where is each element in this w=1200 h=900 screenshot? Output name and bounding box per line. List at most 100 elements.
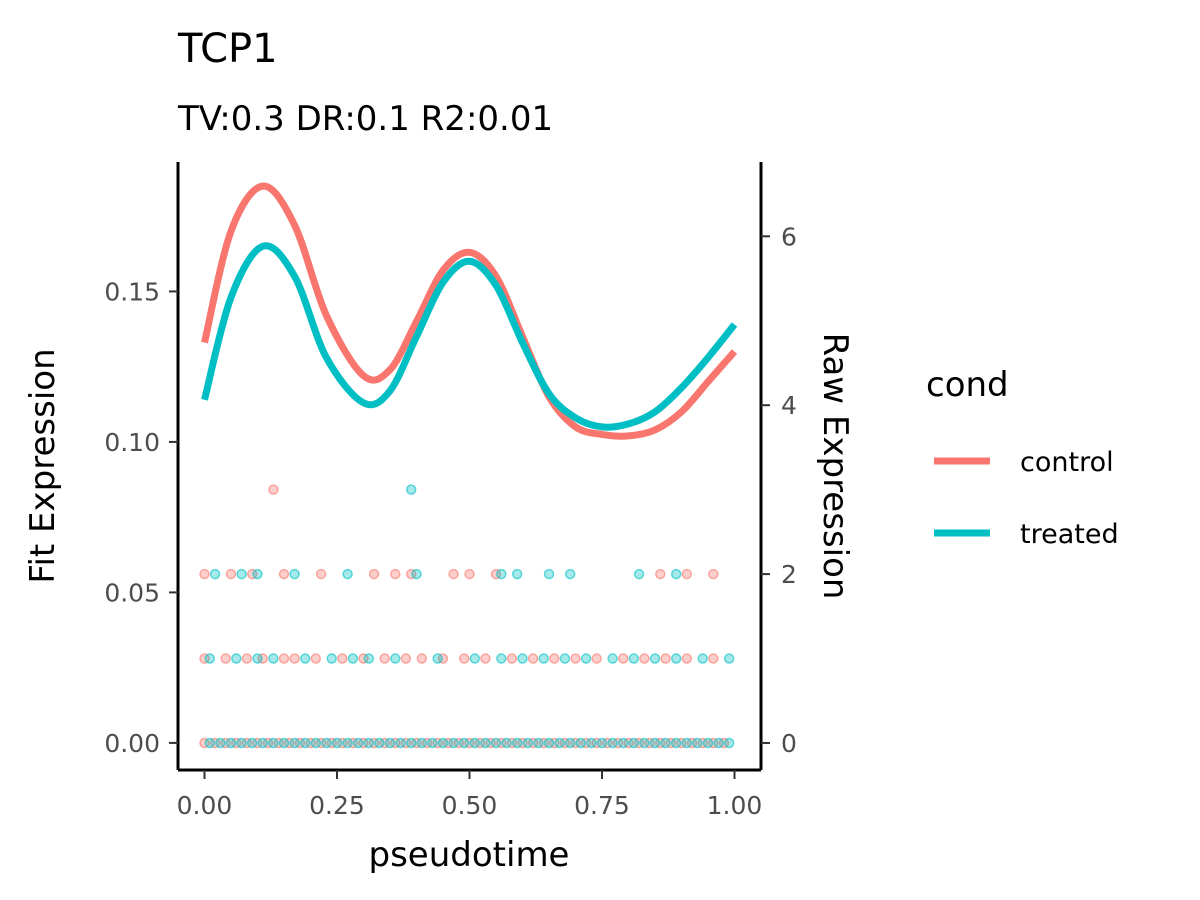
raw-point-treated xyxy=(363,653,375,664)
raw-point-control xyxy=(278,653,290,664)
raw-point-treated xyxy=(374,737,385,749)
raw-point-control xyxy=(496,737,507,749)
raw-point-treated xyxy=(496,568,507,580)
raw-point-treated xyxy=(326,653,337,664)
y-tick-label: 0.15 xyxy=(104,277,160,306)
raw-point-treated xyxy=(215,737,226,749)
raw-point-control xyxy=(623,737,634,749)
raw-point-control xyxy=(199,737,210,749)
raw-point-treated xyxy=(268,653,279,664)
raw-point-treated xyxy=(390,653,401,664)
raw-point-control xyxy=(209,737,221,749)
raw-point-treated xyxy=(586,737,597,749)
raw-points-layer xyxy=(199,484,735,749)
raw-point-treated xyxy=(702,737,714,749)
raw-point-control xyxy=(358,653,369,664)
raw-point-treated xyxy=(580,653,592,664)
raw-point-control xyxy=(289,653,300,664)
raw-point-control xyxy=(676,737,687,749)
raw-point-control xyxy=(390,737,401,749)
x-tick-label: 0.50 xyxy=(442,791,498,820)
raw-point-control xyxy=(368,568,380,580)
raw-point-treated xyxy=(384,737,396,749)
raw-point-control xyxy=(278,568,290,580)
raw-point-treated xyxy=(252,653,263,664)
raw-point-treated xyxy=(204,737,216,749)
raw-point-treated xyxy=(607,737,618,749)
raw-point-treated xyxy=(596,737,608,749)
raw-point-control xyxy=(697,737,708,749)
raw-point-control xyxy=(405,568,417,580)
raw-point-treated xyxy=(310,737,322,749)
x-tick-label: 0.75 xyxy=(574,791,630,820)
y2-tick-label: 0 xyxy=(781,729,797,758)
chart-subtitle: TV:0.3 DR:0.1 R2:0.01 xyxy=(177,99,553,139)
raw-point-control xyxy=(506,653,518,664)
raw-point-control xyxy=(199,568,210,580)
legend-label-control: control xyxy=(1020,447,1114,478)
raw-point-control xyxy=(570,737,581,749)
raw-point-treated xyxy=(670,568,682,580)
raw-point-treated xyxy=(363,737,375,749)
raw-point-treated xyxy=(448,737,459,749)
raw-point-control xyxy=(549,653,560,664)
raw-point-treated xyxy=(469,737,481,749)
raw-point-control xyxy=(639,653,650,664)
raw-point-control xyxy=(337,653,348,664)
raw-point-treated xyxy=(697,653,708,664)
raw-point-control xyxy=(379,737,390,749)
raw-point-treated xyxy=(511,737,523,749)
fit-line-treated xyxy=(201,242,738,431)
raw-point-control xyxy=(485,737,496,749)
y-axis-ticks: 0.00 0.05 0.10 0.15 xyxy=(104,277,178,758)
y2-axis-ticks: 0 2 4 6 xyxy=(761,222,797,758)
raw-point-treated xyxy=(299,737,311,749)
raw-point-treated xyxy=(575,737,587,749)
y-axis-title: Fit Expression xyxy=(23,348,63,583)
raw-point-treated xyxy=(225,737,237,749)
raw-point-treated xyxy=(538,653,549,664)
raw-point-control xyxy=(241,737,253,749)
raw-point-control xyxy=(718,737,730,749)
y2-tick-label: 4 xyxy=(781,391,797,420)
raw-point-control xyxy=(220,737,231,749)
raw-point-control xyxy=(421,737,433,749)
raw-point-control xyxy=(411,737,422,749)
raw-point-treated xyxy=(268,737,279,749)
raw-point-control xyxy=(655,568,666,580)
raw-point-treated xyxy=(347,653,359,664)
raw-point-control xyxy=(708,737,719,749)
raw-point-control xyxy=(538,737,549,749)
raw-point-treated xyxy=(405,484,417,495)
raw-point-control xyxy=(231,737,242,749)
raw-point-treated xyxy=(559,653,571,664)
raw-point-treated xyxy=(289,737,300,749)
raw-point-treated xyxy=(469,653,481,664)
raw-point-treated xyxy=(511,568,523,580)
raw-point-treated xyxy=(543,568,555,580)
raw-point-treated xyxy=(723,653,735,664)
raw-point-control xyxy=(591,653,602,664)
raw-point-control xyxy=(617,653,629,664)
raw-point-treated xyxy=(670,653,682,664)
raw-point-control xyxy=(458,653,470,664)
raw-point-control xyxy=(416,653,428,664)
raw-point-control xyxy=(527,653,539,664)
raw-point-control xyxy=(310,653,322,664)
raw-point-treated xyxy=(617,737,629,749)
raw-point-treated xyxy=(649,737,661,749)
raw-point-treated xyxy=(395,737,406,749)
raw-point-control xyxy=(400,653,412,664)
raw-point-control xyxy=(506,737,518,749)
raw-point-treated xyxy=(411,568,422,580)
raw-point-control xyxy=(655,737,666,749)
x-tick-label: 0.25 xyxy=(309,791,365,820)
raw-point-treated xyxy=(649,653,661,664)
raw-point-control xyxy=(464,568,475,580)
raw-point-treated xyxy=(490,737,502,749)
raw-point-treated xyxy=(480,737,491,749)
raw-point-control xyxy=(633,737,645,749)
raw-point-treated xyxy=(723,737,735,749)
raw-point-treated xyxy=(496,653,507,664)
